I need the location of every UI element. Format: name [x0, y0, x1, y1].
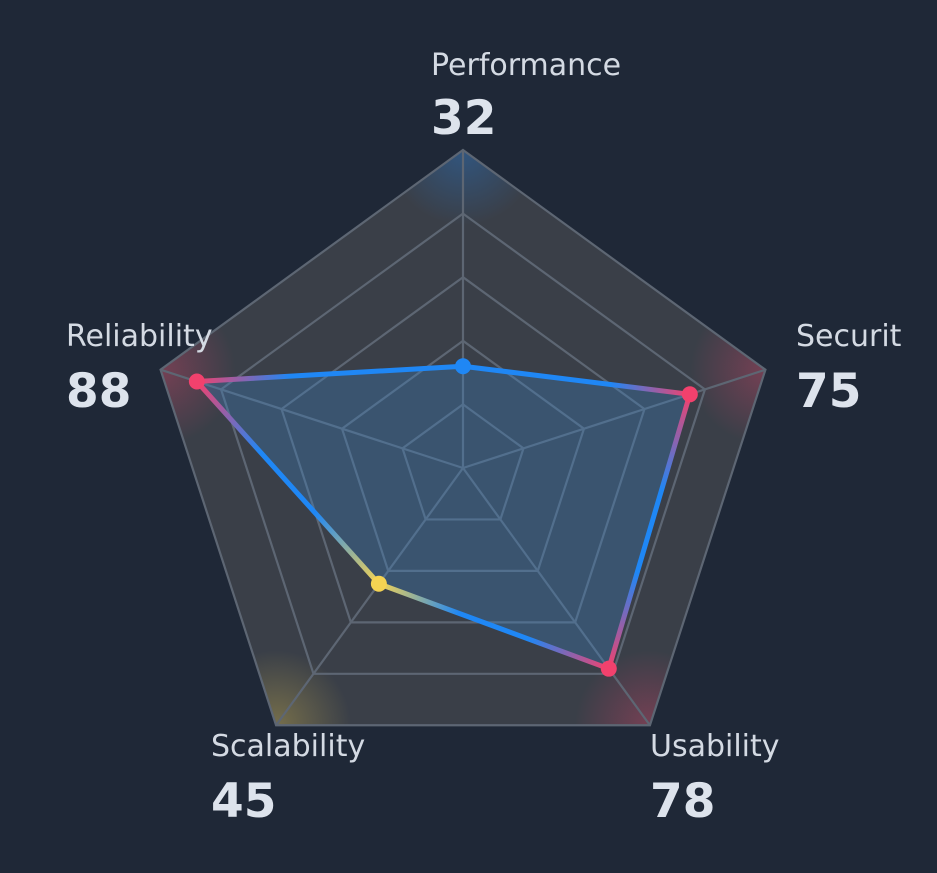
axis-label-security: Security — [796, 319, 920, 354]
corner-glow — [388, 150, 538, 225]
data-edge — [460, 363, 693, 397]
axis-value-performance: 32 — [431, 91, 497, 146]
grid-ring — [340, 339, 586, 573]
data-point-performance — [455, 358, 471, 375]
grid-spoke — [275, 467, 464, 726]
data-point-usability — [600, 660, 617, 677]
grid-spoke — [160, 368, 464, 470]
data-edge — [606, 391, 693, 672]
data-edge — [194, 363, 466, 385]
axis-label-scalability: Scalability — [211, 729, 366, 764]
data-edge — [376, 581, 612, 672]
data-edge — [194, 379, 382, 587]
axis-label-performance: Performance — [431, 48, 622, 83]
grid-ring — [219, 212, 707, 675]
data-area — [196, 366, 690, 669]
grid-spoke — [462, 467, 651, 726]
axis-label-usability: Usability — [650, 729, 780, 764]
data-point-scalability — [370, 575, 387, 592]
right-edge-clip — [901, 0, 937, 873]
data-point-reliability — [188, 373, 205, 390]
grid-spoke — [462, 368, 766, 470]
axis-value-security: 75 — [796, 364, 862, 419]
grid-ring — [159, 148, 767, 727]
data-point-security — [681, 386, 698, 403]
axis-value-usability: 78 — [650, 774, 716, 829]
axis-value-scalability: 45 — [211, 774, 277, 829]
axis-label-reliability: Reliability — [66, 319, 213, 354]
grid-ring — [401, 403, 525, 521]
axis-value-reliability: 88 — [66, 364, 132, 419]
